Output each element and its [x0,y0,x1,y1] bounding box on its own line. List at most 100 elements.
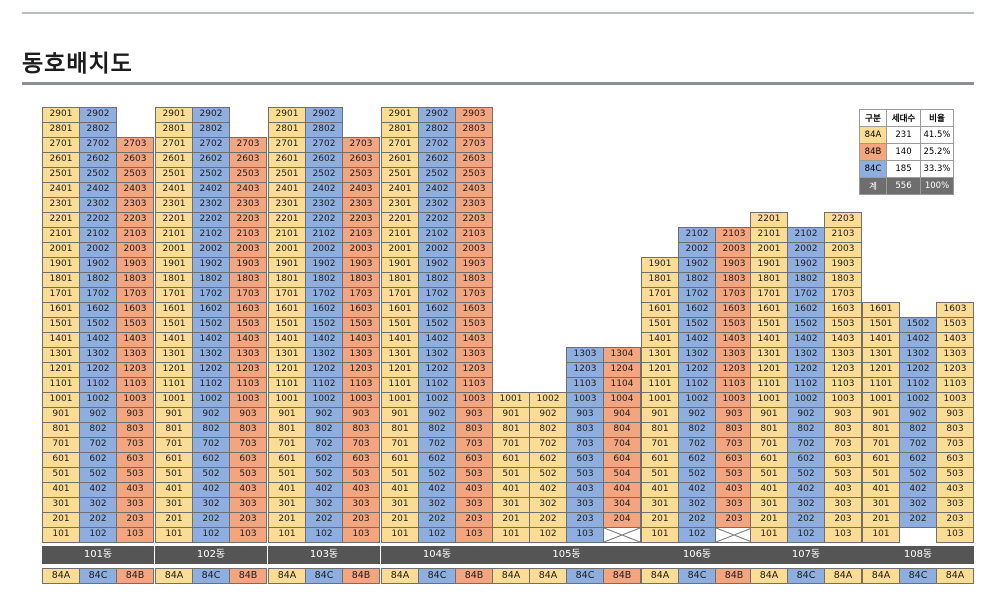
unit-cell[interactable]: 2103 [455,227,493,243]
unit-cell[interactable]: 1702 [787,287,825,303]
unit-cell[interactable]: 801 [750,422,788,438]
unit-cell[interactable]: 1401 [268,332,306,348]
unit-cell[interactable]: 1801 [381,272,419,288]
unit-cell[interactable]: 1901 [268,257,306,273]
unit-cell[interactable]: 601 [381,452,419,468]
unit-cell[interactable]: 203 [455,512,493,528]
unit-cell[interactable]: 2202 [192,212,230,228]
unit-cell[interactable]: 1402 [305,332,343,348]
unit-cell[interactable]: 1302 [192,347,230,363]
unit-cell[interactable]: 1004 [603,392,641,408]
unit-cell[interactable]: 1303 [455,347,493,363]
unit-cell[interactable]: 901 [155,407,193,423]
unit-cell[interactable]: 2802 [418,122,456,138]
unit-cell[interactable]: 2502 [418,167,456,183]
unit-cell[interactable]: 1802 [678,272,716,288]
unit-cell[interactable]: 1403 [824,332,862,348]
unit-cell[interactable]: 1402 [418,332,456,348]
unit-cell[interactable]: 903 [936,407,974,423]
unit-cell[interactable]: 2802 [79,122,117,138]
unit-cell[interactable]: 1601 [862,302,900,318]
unit-cell[interactable]: 1703 [116,287,154,303]
unit-cell[interactable]: 1303 [342,347,380,363]
unit-cell[interactable]: 901 [492,407,530,423]
unit-cell[interactable]: 1203 [455,362,493,378]
unit-cell[interactable]: 1001 [641,392,679,408]
unit-cell[interactable]: 1001 [155,392,193,408]
unit-cell[interactable]: 1203 [936,362,974,378]
unit-cell[interactable]: 1602 [787,302,825,318]
unit-cell[interactable]: 703 [936,437,974,453]
unit-cell[interactable]: 1902 [79,257,117,273]
unit-cell[interactable]: 803 [229,422,267,438]
unit-cell[interactable]: 1603 [342,302,380,318]
unit-cell[interactable]: 1902 [305,257,343,273]
unit-cell[interactable]: 1202 [79,362,117,378]
unit-cell[interactable]: 2301 [381,197,419,213]
unit-cell[interactable]: 402 [899,482,937,498]
unit-cell[interactable]: 903 [824,407,862,423]
unit-cell[interactable]: 1303 [116,347,154,363]
unit-cell[interactable]: 1703 [342,287,380,303]
unit-cell[interactable]: 2703 [342,137,380,153]
unit-cell[interactable]: 404 [603,482,641,498]
unit-cell[interactable]: 2601 [381,152,419,168]
unit-cell[interactable]: 301 [155,497,193,513]
unit-cell[interactable]: 203 [229,512,267,528]
unit-cell[interactable]: 1802 [305,272,343,288]
unit-cell[interactable]: 2601 [155,152,193,168]
unit-cell[interactable]: 801 [268,422,306,438]
unit-cell[interactable]: 2403 [455,182,493,198]
unit-cell[interactable]: 1703 [715,287,753,303]
unit-cell[interactable]: 1602 [192,302,230,318]
unit-cell[interactable]: 703 [566,437,604,453]
unit-cell[interactable]: 1302 [787,347,825,363]
unit-cell[interactable]: 1501 [641,317,679,333]
unit-cell[interactable]: 2002 [305,242,343,258]
unit-cell[interactable]: 1003 [229,392,267,408]
unit-cell[interactable]: 802 [418,422,456,438]
unit-cell[interactable]: 601 [641,452,679,468]
unit-cell[interactable]: 101 [750,527,788,543]
unit-cell[interactable]: 503 [342,467,380,483]
unit-cell[interactable]: 2903 [455,107,493,123]
unit-cell[interactable]: 1902 [418,257,456,273]
unit-cell[interactable]: 1203 [229,362,267,378]
unit-cell[interactable]: 102 [418,527,456,543]
unit-cell[interactable]: 1202 [192,362,230,378]
unit-cell[interactable]: 503 [116,467,154,483]
unit-cell[interactable]: 1304 [603,347,641,363]
unit-cell[interactable]: 601 [268,452,306,468]
unit-cell[interactable]: 2301 [155,197,193,213]
unit-cell[interactable]: 602 [305,452,343,468]
unit-cell[interactable]: 1601 [268,302,306,318]
unit-cell[interactable]: 1302 [678,347,716,363]
unit-cell[interactable]: 1801 [268,272,306,288]
unit-cell[interactable]: 201 [155,512,193,528]
unit-cell[interactable]: 2303 [342,197,380,213]
unit-cell[interactable]: 2801 [381,122,419,138]
unit-cell[interactable]: 1803 [229,272,267,288]
unit-cell[interactable]: 2503 [342,167,380,183]
unit-cell[interactable]: 1702 [678,287,716,303]
unit-cell[interactable]: 901 [381,407,419,423]
unit-cell[interactable]: 2102 [678,227,716,243]
unit-cell[interactable]: 1001 [862,392,900,408]
unit-cell[interactable]: 202 [79,512,117,528]
unit-cell[interactable]: 201 [750,512,788,528]
unit-cell[interactable]: 203 [342,512,380,528]
unit-cell[interactable]: 2302 [79,197,117,213]
unit-cell[interactable]: 1803 [824,272,862,288]
unit-cell[interactable]: 1101 [42,377,80,393]
unit-cell[interactable]: 601 [492,452,530,468]
unit-cell[interactable]: 202 [787,512,825,528]
unit-cell[interactable]: 201 [268,512,306,528]
unit-cell[interactable]: 2501 [381,167,419,183]
unit-cell[interactable]: 2502 [79,167,117,183]
unit-cell[interactable]: 2503 [229,167,267,183]
unit-cell[interactable]: 202 [305,512,343,528]
unit-cell[interactable]: 1503 [715,317,753,333]
unit-cell[interactable]: 2401 [155,182,193,198]
unit-cell[interactable]: 501 [268,467,306,483]
unit-cell[interactable]: 2002 [678,242,716,258]
